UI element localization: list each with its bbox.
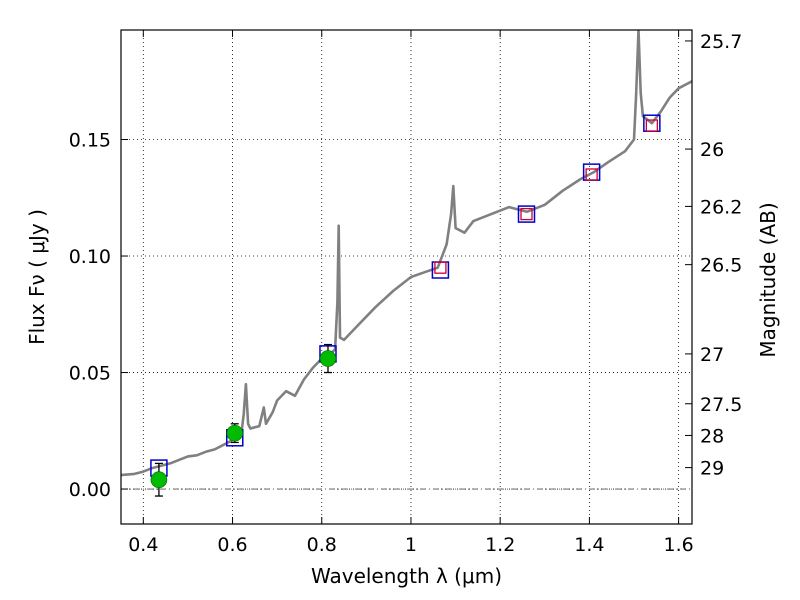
- plot-frame: [120, 29, 693, 525]
- right-tick-label: 25.7: [700, 31, 742, 53]
- observed-dot-point: [150, 471, 168, 489]
- right-tick-label: 27.5: [700, 394, 742, 416]
- x-tick-label: 0.4: [128, 534, 158, 556]
- plot-layer: [121, 30, 692, 497]
- grid-layer: [121, 30, 692, 524]
- x-axis-title: Wavelength λ (μm): [311, 564, 502, 588]
- x-tick-label: 1.4: [574, 534, 604, 556]
- x-tick-label: 1.2: [485, 534, 515, 556]
- observed-red-box-point: [585, 168, 598, 181]
- ticks-layer: 0.4 0.6 0.8 1 1.2 1.4 1.6 0.00 0.05 0.10 0.15 25.7 2…: [69, 30, 742, 556]
- y-axis-title: Flux Fν ( μJy ): [25, 209, 49, 345]
- x-tick-label: 0.6: [217, 534, 247, 556]
- observed-dot-point: [226, 424, 244, 442]
- right-tick-label: 29: [700, 458, 724, 480]
- x-tick-label: 0.8: [307, 534, 337, 556]
- x-tick-label: 1: [405, 534, 417, 556]
- right-tick-label: 28: [700, 425, 724, 447]
- spectrum-line: [121, 30, 692, 477]
- y-tick-label: 0.05: [69, 363, 111, 385]
- y-tick-label: 0.10: [69, 246, 111, 268]
- observed-red-box-point: [645, 119, 659, 132]
- right-tick-label: 26.2: [700, 196, 742, 218]
- y-tick-label: 0.00: [69, 479, 111, 501]
- x-tick-label: 1.6: [664, 534, 694, 556]
- right-tick-label: 27: [700, 344, 724, 366]
- right-tick-label: 26.5: [700, 255, 742, 277]
- right-tick-label: 26: [700, 139, 724, 161]
- y-tick-label: 0.15: [69, 130, 111, 152]
- observed-red-box-point: [520, 207, 533, 221]
- model-box-point: [517, 205, 536, 223]
- observed-red-box-point: [434, 261, 447, 274]
- y-right-axis-title: Magnitude (AB): [756, 202, 780, 357]
- observed-dot-point: [319, 350, 337, 367]
